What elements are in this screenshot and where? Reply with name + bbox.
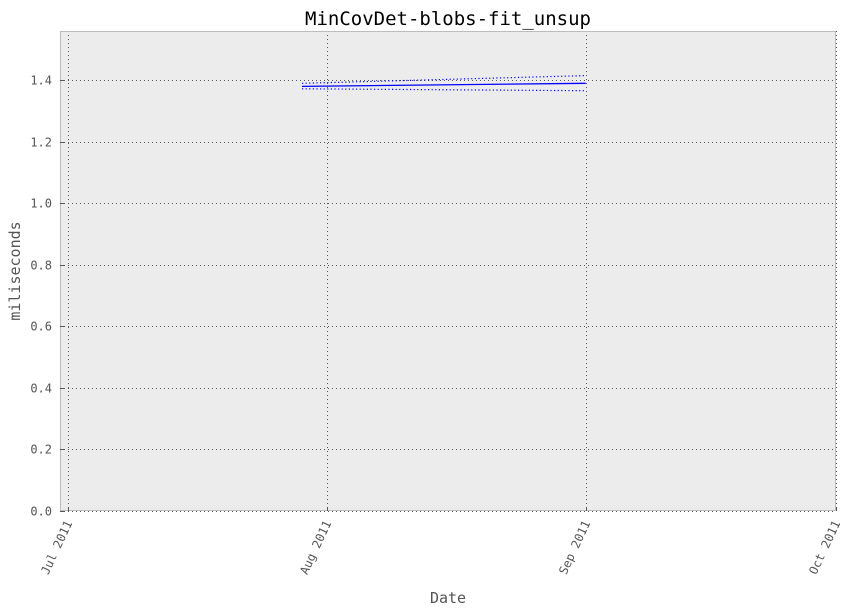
series-upper-line [301,75,586,84]
y-tick-label: 0.8 [30,259,52,273]
grid [60,31,837,512]
y-tick-label: 0.0 [30,505,52,519]
x-tick-label: Oct 2011 [806,518,843,576]
series-mean-line [301,82,586,88]
y-tick-label: 0.4 [30,382,52,396]
x-tick-label: Sep 2011 [556,518,593,576]
x-axis-label: Date [430,589,466,607]
y-axis: 0.0 0.2 0.4 0.6 0.8 1.0 1.2 1.4 [30,74,64,519]
x-axis: Jul 2011 Aug 2011 Sep 2011 Oct 2011 [38,507,843,577]
x-tick-label: Aug 2011 [297,518,334,576]
series-lower-line [301,88,586,92]
plot-frame [60,31,836,511]
y-tick-label: 1.2 [30,136,52,150]
plot-area [60,31,836,511]
chart-title: MinCovDet-blobs-fit_unsup [305,8,591,30]
series-layer [301,75,586,92]
x-tick-label: Jul 2011 [38,518,75,576]
y-tick-label: 1.0 [30,197,52,211]
y-axis-label: miliseconds [6,221,24,320]
y-tick-label: 0.2 [30,443,52,457]
y-tick-label: 0.6 [30,320,52,334]
y-tick-label: 1.4 [30,74,52,88]
